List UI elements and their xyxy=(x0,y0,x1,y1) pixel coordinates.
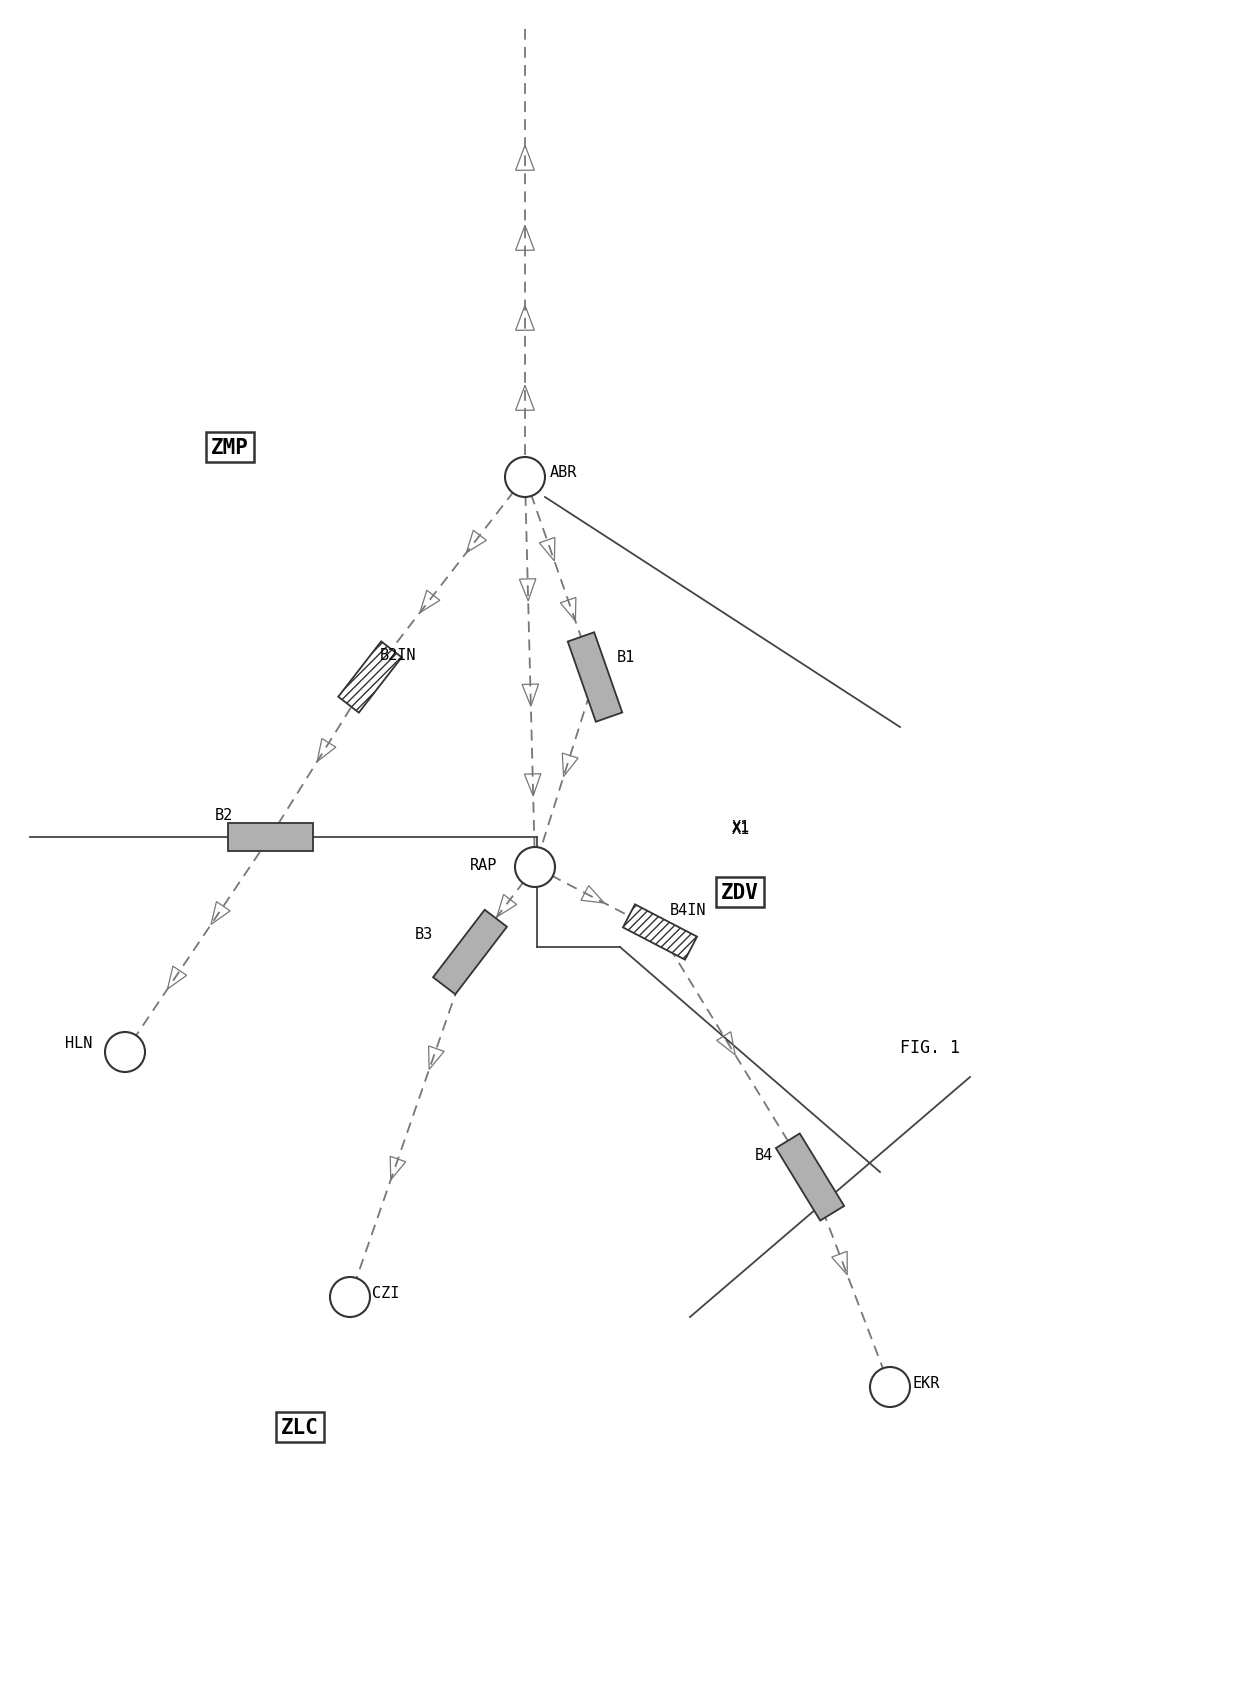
Text: ZMP: ZMP xyxy=(211,437,249,457)
Text: RAP: RAP xyxy=(470,859,497,872)
Polygon shape xyxy=(227,823,312,852)
Text: EKR: EKR xyxy=(911,1376,940,1391)
Text: X1: X1 xyxy=(732,819,750,835)
Text: ABR: ABR xyxy=(551,466,578,480)
Text: ZDV: ZDV xyxy=(722,883,759,903)
Polygon shape xyxy=(776,1133,844,1221)
Polygon shape xyxy=(622,905,697,959)
Text: B1: B1 xyxy=(618,650,635,666)
Text: B3: B3 xyxy=(415,927,433,942)
Text: ZLC: ZLC xyxy=(281,1417,319,1437)
Text: B4IN: B4IN xyxy=(670,903,707,918)
Circle shape xyxy=(870,1367,910,1407)
Polygon shape xyxy=(339,642,402,714)
Text: B4: B4 xyxy=(755,1147,774,1162)
Circle shape xyxy=(515,847,556,888)
Text: B2: B2 xyxy=(215,807,233,823)
Circle shape xyxy=(505,457,546,498)
Circle shape xyxy=(105,1033,145,1072)
Polygon shape xyxy=(433,910,507,995)
Text: FIG. 1: FIG. 1 xyxy=(900,1038,960,1057)
Polygon shape xyxy=(568,633,622,722)
Circle shape xyxy=(330,1277,370,1318)
Text: X1: X1 xyxy=(732,823,750,836)
Text: B2IN: B2IN xyxy=(379,649,417,662)
Text: HLN: HLN xyxy=(64,1034,92,1050)
Text: CZI: CZI xyxy=(372,1285,399,1301)
